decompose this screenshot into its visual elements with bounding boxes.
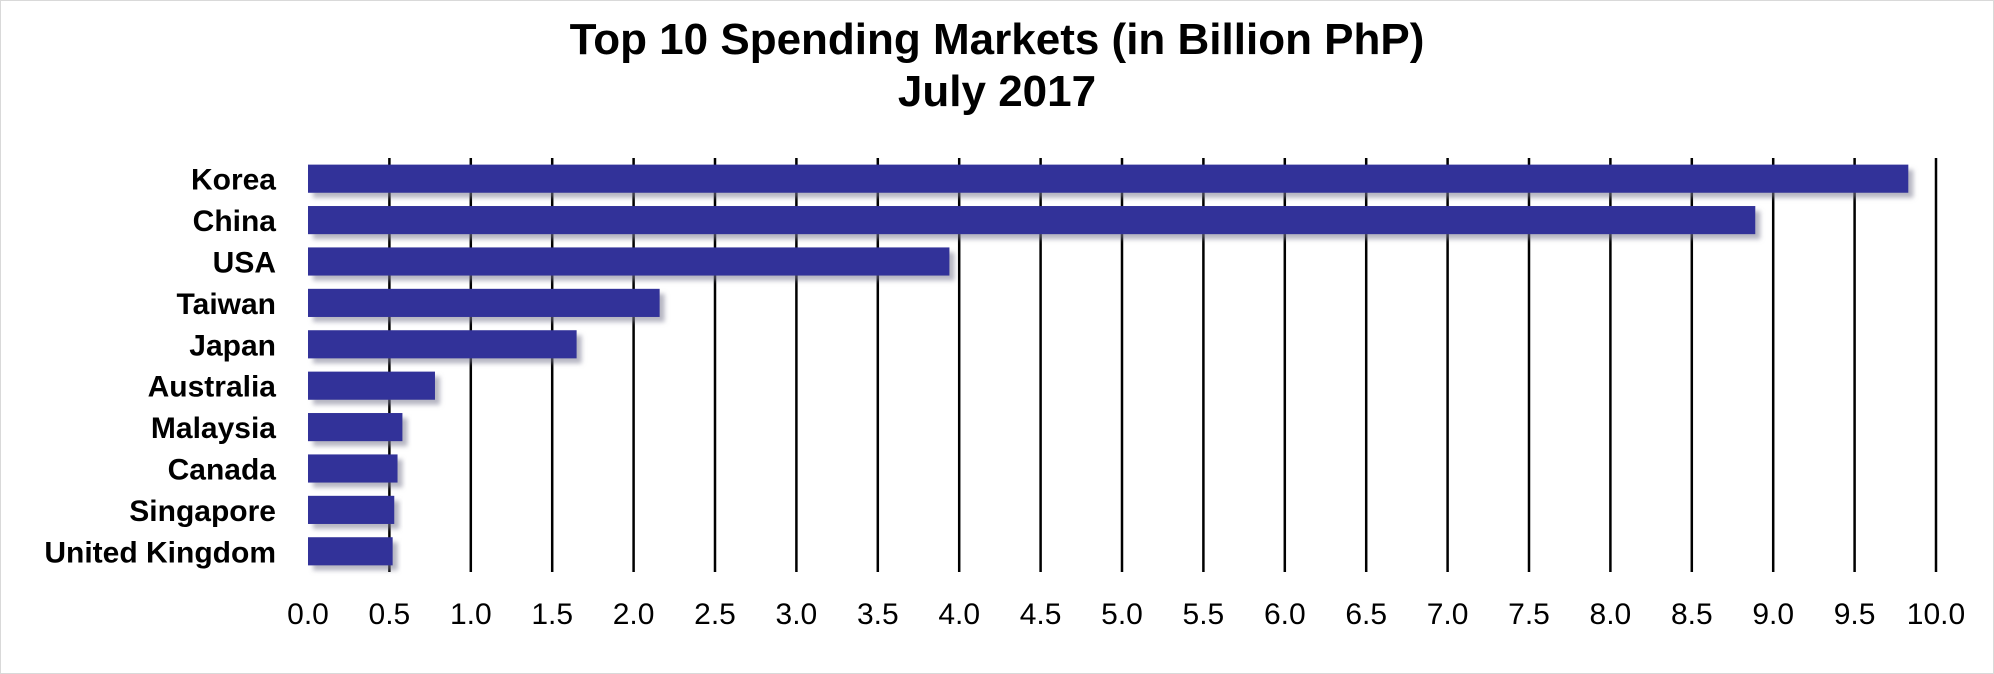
category-label: Singapore: [129, 495, 276, 528]
bar-singapore: [308, 495, 395, 524]
bar-united-kingdom: [308, 537, 393, 566]
x-tick-label: 8.0: [1590, 598, 1632, 631]
bar-australia: [308, 371, 435, 400]
x-tick-label: 8.5: [1671, 598, 1713, 631]
x-tick-label: 0.0: [287, 598, 329, 631]
category-label: Australia: [148, 371, 277, 404]
category-label: China: [193, 205, 277, 238]
x-tick-label: 3.0: [776, 598, 818, 631]
x-tick-label: 6.5: [1345, 598, 1387, 631]
x-tick-label: 2.0: [613, 598, 655, 631]
category-label: United Kingdom: [44, 536, 276, 569]
bar-taiwan: [308, 288, 660, 317]
category-label: Taiwan: [177, 288, 276, 321]
x-tick-label: 2.5: [694, 598, 736, 631]
category-label: Malaysia: [151, 412, 276, 445]
x-tick-label: 7.0: [1427, 598, 1469, 631]
bars: [308, 164, 1909, 566]
bar-malaysia: [308, 413, 403, 442]
x-tick-label: 6.0: [1264, 598, 1306, 631]
category-labels: Korea China USA Taiwan Japan Australia Malaysi…: [44, 164, 276, 570]
x-axis-tick-labels: 0.0 0.5 1.0 1.5 2.0 2.5 3.0 3.5 4.0 4.5 5.0 5.5 6.0 6…: [287, 598, 1965, 631]
category-label: USA: [213, 247, 276, 280]
x-tick-label: 3.5: [857, 598, 899, 631]
category-label: Japan: [189, 329, 276, 362]
bar-japan: [308, 330, 577, 359]
category-label: Canada: [168, 454, 277, 487]
x-tick-label: 5.5: [1183, 598, 1225, 631]
x-tick-label: 1.5: [531, 598, 573, 631]
x-tick-label: 10.0: [1907, 598, 1965, 631]
x-tick-label: 9.0: [1752, 598, 1794, 631]
category-label: Korea: [191, 164, 276, 197]
x-tick-label: 0.5: [369, 598, 411, 631]
chart-title: Top 10 Spending Markets (in Billion PhP)…: [0, 14, 1994, 118]
x-tick-label: 4.0: [938, 598, 980, 631]
chart-subtitle-line: July 2017: [897, 67, 1097, 116]
bar-canada: [308, 454, 398, 483]
x-tick-label: 7.5: [1508, 598, 1550, 631]
bar-korea: [308, 164, 1909, 193]
x-tick-label: 5.0: [1101, 598, 1143, 631]
x-tick-label: 4.5: [1020, 598, 1062, 631]
chart-title-line: Top 10 Spending Markets (in Billion PhP): [569, 15, 1425, 64]
bar-usa: [308, 247, 950, 276]
x-tick-label: 1.0: [450, 598, 492, 631]
x-tick-label: 9.5: [1834, 598, 1876, 631]
bar-china: [308, 206, 1756, 235]
